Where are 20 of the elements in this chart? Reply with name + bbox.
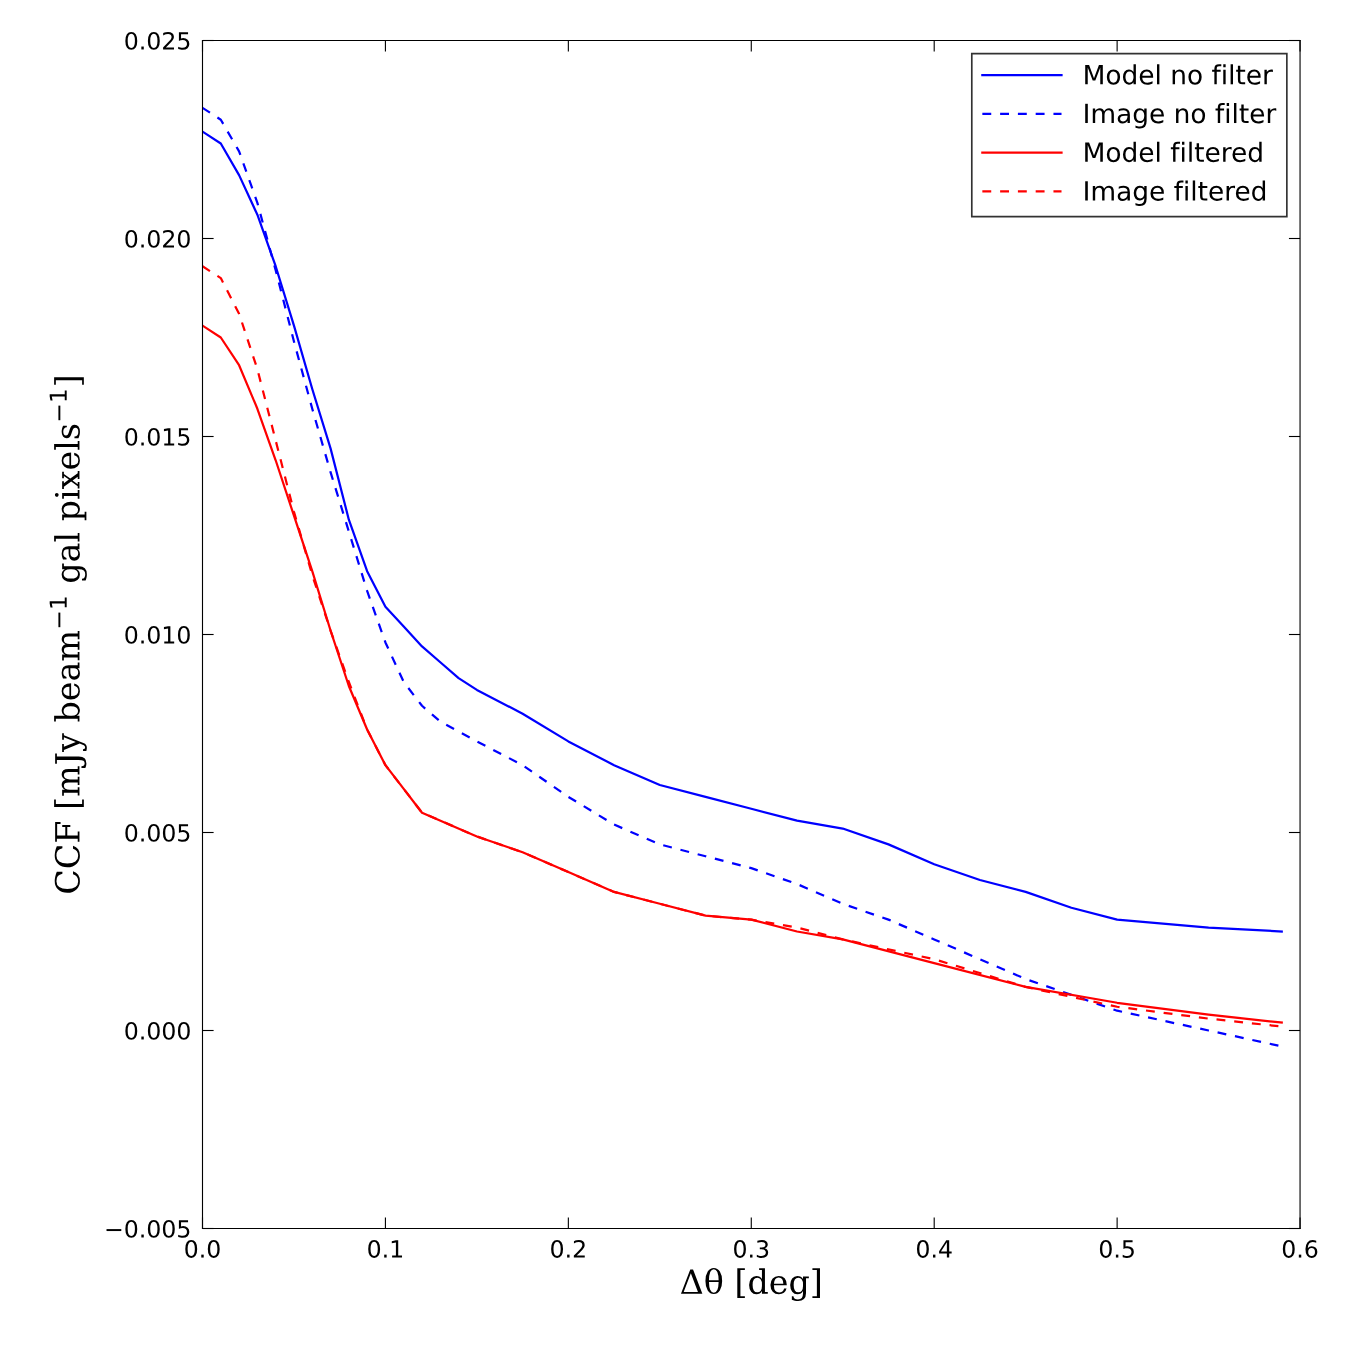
x-axis-title: Δθ [deg] [680, 1268, 820, 1302]
y-tick-label: −0.005 [106, 1219, 190, 1238]
x-tick-label: 0.5 [1099, 1240, 1134, 1258]
x-tick-label: 0.3 [734, 1240, 769, 1258]
legend-label: Image filtered [1085, 180, 1266, 206]
x-tick-label: 0.2 [551, 1240, 585, 1258]
legend-label: Image no filter [1085, 102, 1277, 129]
y-tick-label: 0.015 [125, 427, 190, 446]
x-tick-label: 0.1 [368, 1240, 403, 1258]
legend-label: Model no filter [1085, 64, 1273, 85]
x-tick-label: 0.6 [1282, 1240, 1318, 1258]
y-axis-title: CCF [mJy beam$^{−1}$ gal pixels$^{−1}$] [49, 377, 87, 893]
y-tick-label: 0.025 [125, 31, 190, 50]
legend-label: Model filtered [1085, 141, 1262, 163]
x-tick-label: 0.0 [185, 1240, 220, 1258]
y-tick-label: 0.005 [125, 823, 190, 842]
y-tick-label: 0.010 [125, 625, 190, 644]
y-tick-label: 0.020 [125, 229, 190, 248]
x-tick-label: 0.4 [916, 1240, 952, 1258]
y-tick-label: 0.000 [125, 1021, 190, 1040]
